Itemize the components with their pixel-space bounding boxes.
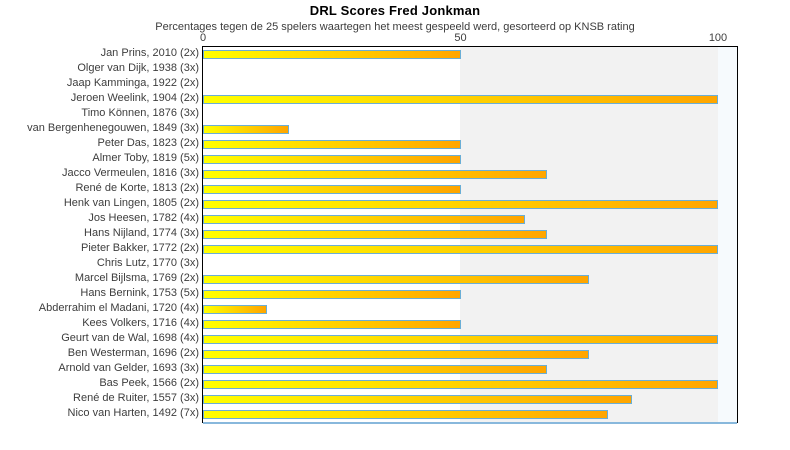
category-label: Abderrahim el Madani, 1720 (4x) xyxy=(38,302,199,314)
bar xyxy=(203,170,547,179)
bar xyxy=(203,320,461,329)
bar xyxy=(203,95,718,104)
category-label: René de Ruiter, 1557 (3x) xyxy=(73,392,199,404)
bar xyxy=(203,410,608,419)
category-label: Almer Toby, 1819 (5x) xyxy=(92,152,199,164)
category-label: Jeroen Weelink, 1904 (2x) xyxy=(70,92,199,104)
bar xyxy=(203,350,589,359)
category-label: Jacco Vermeulen, 1816 (3x) xyxy=(62,167,199,179)
bar xyxy=(203,290,461,299)
bar xyxy=(203,305,267,314)
chart-title: DRL Scores Fred Jonkman xyxy=(309,3,481,18)
category-label: Ben Westerman, 1696 (2x) xyxy=(67,347,199,359)
axis-underline xyxy=(203,422,737,424)
category-label: Bas Peek, 1566 (2x) xyxy=(99,377,199,389)
bar xyxy=(203,395,632,404)
bar xyxy=(203,215,525,224)
bar xyxy=(203,140,461,149)
category-label: Pieter Bakker, 1772 (2x) xyxy=(80,242,199,254)
category-label: Peter Das, 1823 (2x) xyxy=(97,137,200,149)
category-label: Kees Volkers, 1716 (4x) xyxy=(82,317,199,329)
bar xyxy=(203,200,718,209)
bar xyxy=(203,365,547,374)
category-label: Hans Nijland, 1774 (3x) xyxy=(84,227,199,239)
category-label: Arnold van Gelder, 1693 (3x) xyxy=(58,362,199,374)
category-label: van Bergenhenegouwen, 1849 (3x) xyxy=(27,122,199,134)
bar xyxy=(203,50,461,59)
x-tick-label: 100 xyxy=(708,32,728,44)
category-label: Olger van Dijk, 1938 (3x) xyxy=(77,62,199,74)
category-label: Jaap Kamminga, 1922 (2x) xyxy=(66,77,199,89)
bar xyxy=(203,245,718,254)
bar xyxy=(203,335,718,344)
category-label: Geurt van de Wal, 1698 (4x) xyxy=(61,332,199,344)
category-label: Nico van Harten, 1492 (7x) xyxy=(67,407,199,419)
bar xyxy=(203,185,461,194)
category-label: Marcel Bijlsma, 1769 (2x) xyxy=(74,272,199,284)
bar xyxy=(203,380,718,389)
category-label: Hans Bernink, 1753 (5x) xyxy=(80,287,199,299)
category-label: Henk van Lingen, 1805 (2x) xyxy=(63,197,199,209)
chart-subtitle: Percentages tegen de 25 spelers waartege… xyxy=(155,21,635,33)
category-label: Timo Können, 1876 (3x) xyxy=(81,107,199,119)
x-tick-label: 0 xyxy=(199,32,207,44)
category-labels: Jan Prins, 2010 (2x) Olger van Dijk, 1938… xyxy=(0,46,199,421)
bar xyxy=(203,275,589,284)
background-band-over-100 xyxy=(718,47,737,422)
category-label: René de Korte, 1813 (2x) xyxy=(75,182,199,194)
bar xyxy=(203,230,547,239)
category-label: Chris Lutz, 1770 (3x) xyxy=(96,257,199,269)
plot-area xyxy=(202,46,738,423)
x-tick-label: 50 xyxy=(454,32,467,44)
category-label: Jos Heesen, 1782 (4x) xyxy=(88,212,199,224)
bar xyxy=(203,155,461,164)
bar xyxy=(203,125,289,134)
category-label: Jan Prins, 2010 (2x) xyxy=(100,47,199,59)
